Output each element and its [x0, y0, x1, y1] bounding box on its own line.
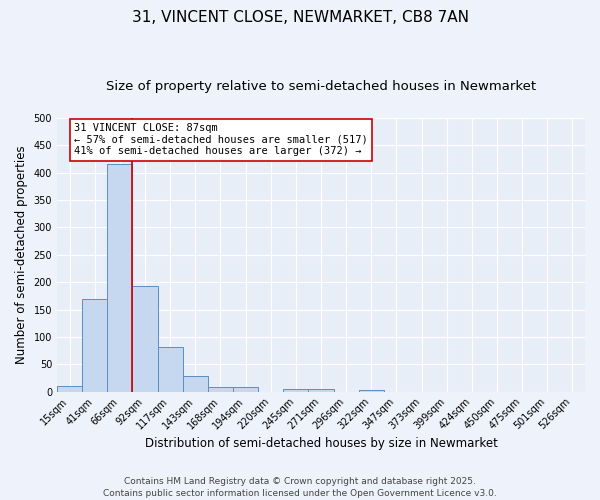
Text: 31 VINCENT CLOSE: 87sqm
← 57% of semi-detached houses are smaller (517)
41% of s: 31 VINCENT CLOSE: 87sqm ← 57% of semi-de…: [74, 124, 368, 156]
Bar: [57, 386, 82, 392]
Bar: [208, 386, 233, 392]
Bar: [308, 390, 334, 392]
Title: Size of property relative to semi-detached houses in Newmarket: Size of property relative to semi-detach…: [106, 80, 536, 93]
Bar: [82, 298, 107, 392]
Text: Contains HM Land Registry data © Crown copyright and database right 2025.
Contai: Contains HM Land Registry data © Crown c…: [103, 476, 497, 498]
Bar: [359, 390, 384, 392]
Bar: [133, 286, 158, 392]
X-axis label: Distribution of semi-detached houses by size in Newmarket: Distribution of semi-detached houses by …: [145, 437, 497, 450]
Bar: [183, 376, 208, 392]
Text: 31, VINCENT CLOSE, NEWMARKET, CB8 7AN: 31, VINCENT CLOSE, NEWMARKET, CB8 7AN: [131, 10, 469, 25]
Bar: [158, 347, 183, 392]
Bar: [283, 389, 308, 392]
Y-axis label: Number of semi-detached properties: Number of semi-detached properties: [15, 146, 28, 364]
Bar: [107, 164, 133, 392]
Bar: [233, 388, 258, 392]
